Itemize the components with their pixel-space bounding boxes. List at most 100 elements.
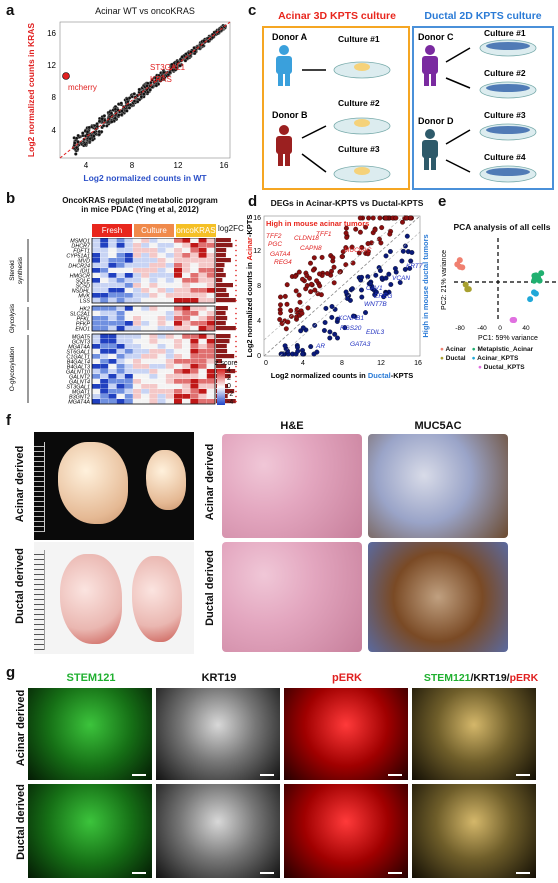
dish-d3-icon [479,123,537,141]
heat-cell [149,283,158,288]
sig-dot [235,274,237,277]
heat-cell [116,394,125,399]
he-acinar-image [222,434,362,538]
a-point [73,141,77,145]
heat-cell [174,399,182,404]
panel-e-xlabel: PC1: 59% variance [478,335,538,342]
sig-dot [235,254,237,257]
heat-cell [133,389,141,394]
panel-d-label: d [248,193,258,210]
acinar-gene-point [350,260,356,266]
acinar-gene-point [400,219,405,225]
heat-cell [149,399,158,404]
fc-bar [216,334,231,339]
gene-label: SLC2A1 [70,311,90,317]
annot-st3gal1: ST3GAL1 [150,63,186,72]
heat-cell [124,273,133,278]
gene-label: MVD [78,258,90,264]
heat-cell [108,389,117,394]
heat-cell [141,374,150,379]
heat-cell [198,349,207,354]
red-gene-label: CLDN18 [294,235,319,242]
acinar-gene-point [379,225,385,231]
heat-cell [182,334,191,339]
legend-ductal: ● Ductal [440,355,466,362]
heat-cell [92,263,100,268]
acinar-gene-point [387,231,393,237]
heat-cell [141,248,150,253]
perk-ductal-image [284,784,408,878]
heat-cell [149,293,158,298]
ductal-gene-point [392,266,398,271]
fc-bar [216,253,226,258]
sig-dot [235,269,237,272]
heat-cell [100,326,109,331]
heat-cell [157,243,166,248]
heat-cell [124,306,133,311]
stem121-acinar-image [28,688,152,780]
heat-cell [149,298,158,303]
ductal-gene-point [387,249,393,254]
heat-cell [198,278,207,283]
ductal-gene-point [359,274,365,280]
gene-label: PFKP [76,321,90,327]
heat-cell [116,344,125,349]
acinar-gene-point [277,310,283,316]
heat-cell [100,344,109,349]
xtick-1: 8 [130,161,135,170]
acinar-gene-point [284,301,290,307]
ductal-culture-title: Ductal 2D KPTS culture [424,10,542,22]
ductal-culture-box [412,26,554,190]
fc-bar [216,369,236,374]
heat-cell [174,288,182,293]
a-point [192,46,196,50]
heat-cell [124,334,133,339]
heat-cell [141,263,150,268]
heat-cell [149,326,158,331]
heat-cell [182,293,191,298]
heat-cell [174,321,182,326]
red-gene-label: PGC [268,241,282,248]
ductal-gene-point [335,335,340,341]
acinar-organoid-2 [146,450,186,510]
krt19-acinar-image [156,688,280,780]
heat-cell [157,298,166,303]
f-row-label-ductal: Ductal derived [14,548,26,624]
heat-cell [108,354,117,359]
heat-cell [133,384,141,389]
heat-cell [174,268,182,273]
ductal-gene-point [322,320,328,325]
heat-cell [182,364,191,369]
heat-cell [174,379,182,384]
dish-d2-icon [479,81,537,99]
fc-bar [216,316,228,321]
legend-ductal-kpts: ● Ductal_KPTS [478,364,525,371]
blue-gene-label: WNT7B [364,301,387,308]
heat-cell [206,316,215,321]
heat-cell [133,374,141,379]
heat-cell [157,334,166,339]
heat-cell [133,311,141,316]
heat-cell [198,359,207,364]
heat-cell [133,364,141,369]
heat-cell [116,253,125,258]
a-point [145,84,149,88]
heat-cell [174,243,182,248]
acinar-gene-point [311,255,317,261]
ductal-gene-point [295,348,301,354]
red-gene-label: MUC5AC [344,247,372,254]
panel-d-xlabel: Log2 normalized counts in Ductal-KPTS [271,371,414,380]
ductal-gene-point [373,289,379,295]
g-header-krt19: KRT19 [201,672,237,684]
a-point [85,130,90,134]
heat-cell [190,258,199,263]
heat-cell [149,354,158,359]
heat-cell [124,288,133,293]
zscore-tick-1: 2 [227,375,231,382]
heat-cell [198,288,207,293]
gene-label: MGAT1 [72,389,90,395]
heat-cell [92,288,100,293]
heat-cell [141,344,150,349]
heat-cell [182,238,191,243]
gene-label: SQLE [76,278,91,284]
